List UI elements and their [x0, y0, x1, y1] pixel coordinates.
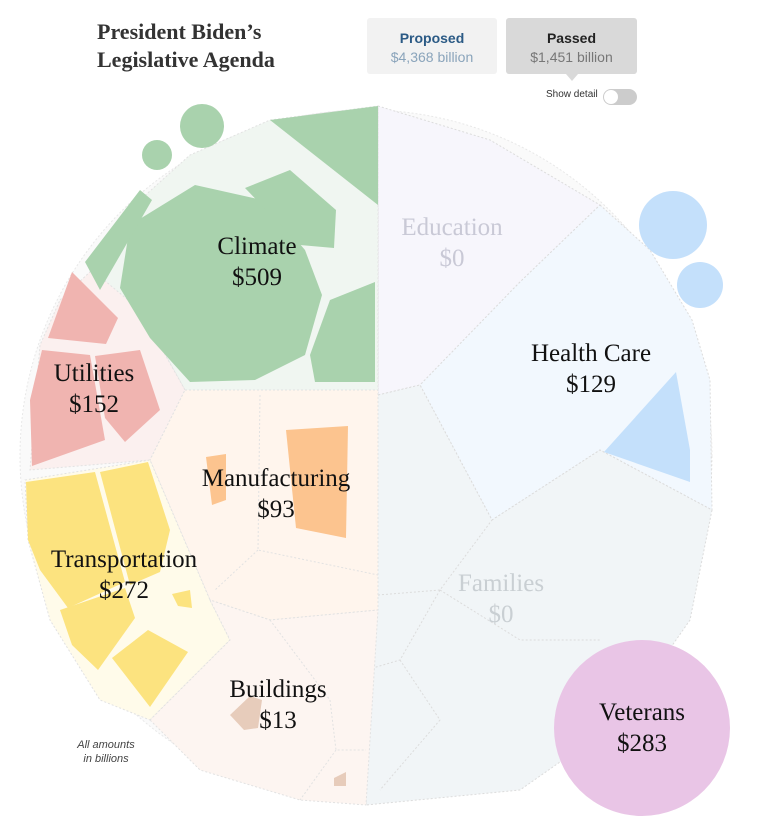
utilities-label: Utilities — [54, 360, 135, 387]
buildings-cells — [230, 696, 346, 786]
proposed-amount: $4,368 billion — [390, 49, 474, 65]
veterans-label: Veterans — [599, 699, 685, 726]
page-title: President Biden’s Legislative Agenda — [97, 18, 357, 74]
health-care-cells — [604, 191, 723, 482]
health-care-value: $129 — [566, 371, 616, 398]
amounts-note-line-1: All amounts — [77, 739, 135, 751]
show-detail-toggle[interactable] — [603, 89, 637, 105]
amounts-note: All amounts in billions — [66, 738, 146, 766]
amounts-note-line-2: in billions — [83, 753, 129, 765]
passed-button[interactable]: Passed $1,451 billion — [506, 18, 637, 74]
region-buildings[interactable] — [149, 599, 379, 806]
families-value: $0 — [489, 601, 514, 628]
manufacturing-value: $93 — [257, 496, 295, 523]
climate-cells — [85, 104, 378, 382]
buildings-value: $13 — [259, 707, 297, 734]
passed-amount: $1,451 billion — [530, 49, 613, 65]
climate-label: Climate — [217, 233, 296, 260]
education-value: $0 — [440, 245, 465, 272]
transportation-cells — [26, 462, 192, 707]
veterans-value: $283 — [617, 730, 667, 757]
utilities-cells — [30, 272, 160, 466]
proposed-button[interactable]: Proposed $4,368 billion — [367, 18, 497, 74]
buildings-label: Buildings — [229, 676, 326, 703]
region-education[interactable] — [377, 105, 601, 396]
selected-caret-icon — [566, 74, 578, 81]
families-label: Families — [458, 570, 544, 597]
transportation-value: $272 — [99, 577, 149, 604]
health-care-label: Health Care — [531, 340, 651, 367]
manufacturing-cells — [206, 426, 348, 538]
proposed-label: Proposed — [399, 30, 465, 46]
climate-value: $509 — [232, 264, 282, 291]
education-label: Education — [401, 214, 503, 241]
title-line-1: President Biden’s — [97, 19, 262, 44]
toggle-knob — [604, 90, 618, 104]
title-line-2: Legislative Agenda — [97, 47, 275, 72]
veterans-cells — [554, 640, 730, 816]
passed-label: Passed — [546, 30, 597, 46]
manufacturing-label: Manufacturing — [202, 465, 351, 492]
transportation-label: Transportation — [51, 546, 198, 573]
show-detail-label: Show detail — [546, 89, 598, 100]
utilities-value: $152 — [69, 391, 119, 418]
